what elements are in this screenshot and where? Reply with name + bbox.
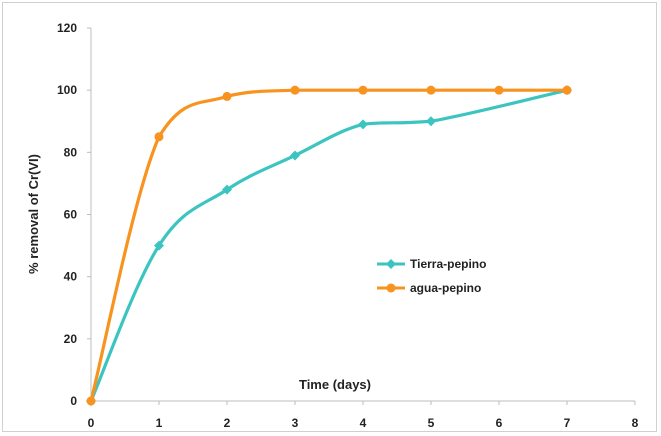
legend: Tierra-pepino agua-pepino: [377, 257, 486, 295]
x-tick-labels: 0 1 2 3 4 5 6 7 8: [88, 401, 639, 430]
series-layer: [86, 85, 572, 406]
x-tick-label: 5: [428, 416, 435, 430]
y-tick-label: 60: [64, 208, 78, 222]
data-point: [290, 85, 300, 95]
data-point: [154, 240, 164, 251]
legend-marker-agua-pepino: [386, 283, 396, 293]
legend-label-tierra-pepino: Tierra-pepino: [410, 257, 486, 271]
y-tick-label: 120: [57, 21, 77, 35]
x-tick-label: 6: [496, 416, 503, 430]
x-tick-label: 0: [88, 416, 95, 430]
chart-frame: [2, 2, 657, 432]
data-point: [86, 396, 96, 406]
data-point: [222, 91, 232, 101]
axes: [90, 28, 635, 402]
data-point: [426, 116, 436, 127]
y-tick-label: 0: [70, 394, 77, 408]
data-point: [154, 132, 164, 142]
series-line: [89, 88, 568, 402]
x-tick-label: 3: [292, 416, 299, 430]
y-tick-label: 100: [57, 83, 77, 97]
data-point: [290, 150, 300, 161]
data-point: [562, 85, 572, 95]
data-point: [426, 85, 436, 95]
x-tick-label: 1: [156, 416, 163, 430]
y-tick-label: 80: [64, 145, 78, 159]
legend-marker-tierra-pepino: [386, 259, 396, 269]
data-point: [358, 119, 368, 130]
legend-item-tierra-pepino: Tierra-pepino: [377, 257, 486, 271]
x-tick-label: 2: [224, 416, 231, 430]
y-tick-label: 20: [64, 332, 78, 346]
data-point: [358, 85, 368, 95]
x-axis-title: Time (days): [299, 377, 371, 392]
x-tick-label: 8: [632, 416, 639, 430]
legend-label-agua-pepino: agua-pepino: [410, 281, 481, 295]
x-tick-label: 4: [360, 416, 367, 430]
x-tick-label: 7: [564, 416, 571, 430]
series-agua-pepino: [86, 85, 572, 406]
y-tick-labels: 0 20 40 60 80 100 120: [57, 21, 91, 408]
y-tick-label: 40: [64, 270, 78, 284]
y-axis-title: % removal of Cr(VI): [26, 154, 41, 274]
data-point: [222, 184, 232, 195]
legend-item-agua-pepino: agua-pepino: [377, 281, 481, 295]
data-point: [494, 85, 504, 95]
